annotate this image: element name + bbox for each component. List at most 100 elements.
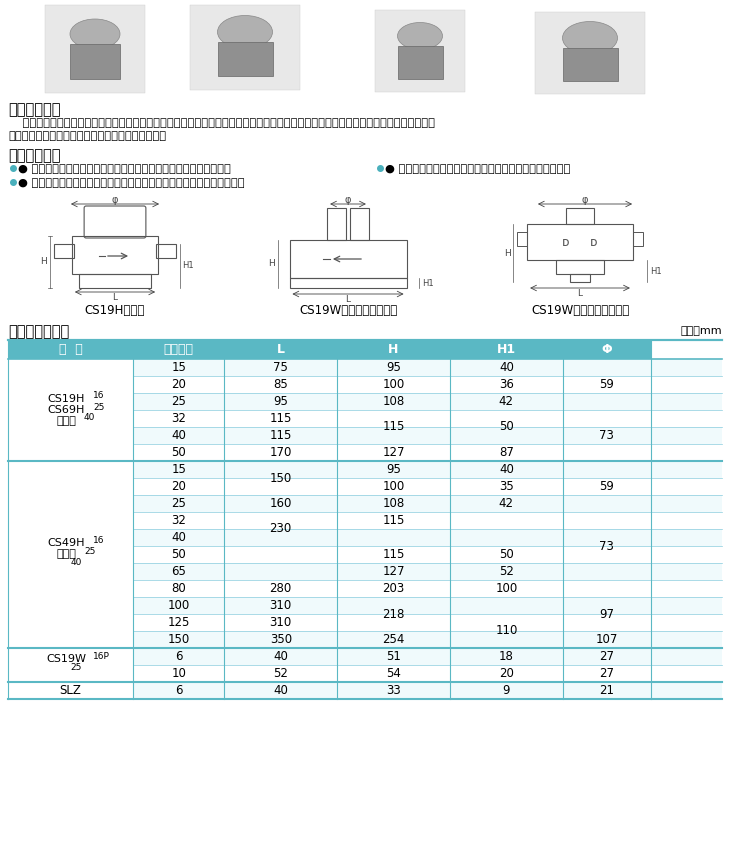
Text: 42: 42 [499, 395, 514, 408]
Text: 310: 310 [269, 599, 292, 612]
Text: 20: 20 [172, 480, 186, 493]
Text: 100: 100 [383, 480, 404, 493]
Text: 85: 85 [273, 378, 288, 391]
Text: 350: 350 [269, 633, 292, 646]
Text: 280: 280 [269, 582, 292, 595]
Text: 65: 65 [172, 565, 186, 578]
Bar [218, 42, 272, 76]
Text: 50: 50 [499, 548, 514, 561]
Bar [133, 340, 224, 359]
Text: 95: 95 [386, 463, 401, 476]
Text: L: L [345, 295, 350, 304]
Text: 115: 115 [269, 429, 292, 442]
Bar [527, 224, 633, 260]
Text: Φ: Φ [602, 343, 612, 356]
Text: 87: 87 [499, 446, 514, 459]
Bar [133, 529, 722, 546]
Bar [133, 512, 722, 529]
Text: H: H [388, 343, 399, 356]
Text: 40: 40 [499, 361, 514, 374]
Text: CS69H: CS69H [47, 405, 85, 415]
Bar [133, 495, 722, 512]
Text: H1: H1 [422, 278, 434, 287]
Text: 36: 36 [499, 378, 514, 391]
Text: 25: 25 [93, 403, 104, 411]
Bar [133, 546, 722, 563]
Text: 27: 27 [599, 650, 614, 663]
Text: 40: 40 [172, 429, 186, 442]
Text: 108: 108 [383, 497, 404, 510]
Text: 59: 59 [599, 480, 614, 493]
Bar [133, 682, 722, 699]
Text: 107: 107 [596, 633, 618, 646]
Text: 115: 115 [269, 412, 292, 425]
Text: H: H [504, 248, 510, 258]
Text: CS19W仪表不锈钢疏水阀: CS19W仪表不锈钢疏水阀 [299, 304, 397, 316]
Bar [133, 580, 722, 597]
Text: 40: 40 [499, 463, 514, 476]
Bar [224, 340, 337, 359]
Text: 一、产品介绍: 一、产品介绍 [8, 102, 61, 117]
Bar [535, 12, 645, 94]
Text: 25: 25 [172, 395, 186, 408]
Text: 160: 160 [269, 497, 292, 510]
Text: H1: H1 [182, 261, 194, 271]
Text: L: L [577, 289, 583, 298]
Bar [563, 48, 618, 81]
Text: 80: 80 [172, 582, 186, 595]
Text: 125: 125 [167, 616, 190, 629]
Text: 25: 25 [172, 497, 186, 510]
Bar [133, 614, 722, 631]
Bar [450, 340, 563, 359]
Text: 6: 6 [175, 650, 182, 663]
Text: 230: 230 [269, 522, 292, 535]
Bar [633, 232, 643, 246]
Text: 100: 100 [383, 378, 404, 391]
Text: 150: 150 [269, 471, 292, 484]
Text: 73: 73 [599, 429, 614, 442]
Bar [517, 232, 527, 246]
Text: 蒸汽主管道、伴热管、夹套钢及各种小型蒸汽设备。: 蒸汽主管道、伴热管、夹套钢及各种小型蒸汽设备。 [8, 131, 166, 141]
Bar [337, 340, 450, 359]
Text: 16: 16 [93, 536, 104, 545]
Text: 254: 254 [383, 633, 404, 646]
Bar [133, 563, 722, 580]
Text: 52: 52 [499, 565, 514, 578]
Bar [156, 244, 176, 258]
Text: 25: 25 [84, 547, 96, 556]
Text: 本疏水阀产利用动力学性性，当凝结水排到较低压力区时会发生二次蒸发，并在粘度、密度等方面与蒸汽存在差异驱动启闭件。广泛用于: 本疏水阀产利用动力学性性，当凝结水排到较低压力区时会发生二次蒸发，并在粘度、密度… [8, 118, 435, 128]
Text: 127: 127 [383, 565, 405, 578]
Text: 6: 6 [175, 684, 182, 697]
Text: 33: 33 [386, 684, 401, 697]
Text: 115: 115 [383, 514, 404, 527]
Bar [70, 44, 120, 79]
Text: H1: H1 [497, 343, 516, 356]
Text: 公称通径: 公称通径 [164, 343, 193, 356]
Bar [133, 478, 722, 495]
Bar [133, 597, 722, 614]
Text: 203: 203 [383, 582, 404, 595]
Text: 二、结构特点: 二、结构特点 [8, 148, 61, 163]
Bar [327, 208, 345, 240]
Text: CS49H: CS49H [47, 538, 85, 549]
Bar [133, 444, 722, 461]
Ellipse shape [398, 23, 442, 49]
Text: 115: 115 [383, 421, 404, 433]
Text: H1: H1 [650, 266, 661, 276]
Text: 150: 150 [167, 633, 190, 646]
Text: CS19W仪表不锈钢疏水阀: CS19W仪表不锈钢疏水阀 [531, 304, 629, 316]
Bar [54, 244, 74, 258]
Bar [375, 10, 465, 92]
Text: 35: 35 [499, 480, 514, 493]
Text: 40: 40 [172, 531, 186, 544]
Text: 50: 50 [499, 421, 514, 433]
Text: 59: 59 [599, 378, 614, 391]
Text: H: H [268, 259, 275, 269]
Text: 20: 20 [172, 378, 186, 391]
Text: ● 具有空气排放装置，迅速排除初时空气、保证快速启动。: ● 具有空气排放装置，迅速排除初时空气、保证快速启动。 [385, 164, 570, 174]
Text: 95: 95 [386, 361, 401, 374]
Bar [570, 274, 590, 282]
Text: 16P: 16P [93, 652, 110, 661]
Bar [45, 5, 145, 93]
Text: 97: 97 [599, 607, 614, 621]
